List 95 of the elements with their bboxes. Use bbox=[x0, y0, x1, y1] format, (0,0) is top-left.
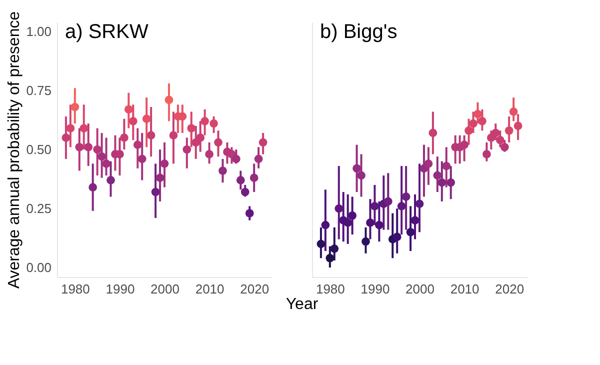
point bbox=[106, 176, 115, 184]
point bbox=[464, 126, 473, 135]
x-tick-label: 1980 bbox=[316, 282, 345, 296]
x-tick-label: 1990 bbox=[360, 282, 390, 296]
point bbox=[124, 105, 133, 114]
point bbox=[392, 232, 402, 242]
point bbox=[415, 200, 424, 208]
point bbox=[128, 116, 138, 126]
point bbox=[102, 159, 110, 168]
y-tick-label: 0.75 bbox=[26, 82, 52, 98]
point bbox=[66, 124, 75, 132]
point bbox=[446, 178, 456, 187]
point bbox=[88, 183, 98, 192]
point bbox=[245, 209, 254, 218]
point bbox=[357, 171, 366, 180]
point bbox=[182, 145, 192, 154]
x-tick-label: 2020 bbox=[495, 282, 524, 296]
y-tick-label: 1.00 bbox=[26, 24, 52, 39]
point bbox=[138, 154, 146, 164]
y-tick-label: 0.00 bbox=[26, 260, 52, 276]
point bbox=[469, 119, 478, 128]
point bbox=[93, 145, 102, 154]
y-tick-label: 0.25 bbox=[26, 201, 52, 216]
x-tick-label: 2010 bbox=[195, 282, 224, 296]
point bbox=[316, 240, 326, 248]
point bbox=[460, 140, 468, 149]
point bbox=[218, 166, 227, 175]
point bbox=[80, 124, 88, 132]
point bbox=[98, 152, 106, 161]
point bbox=[187, 124, 196, 132]
point bbox=[509, 108, 518, 116]
point bbox=[254, 154, 263, 164]
point bbox=[375, 220, 384, 230]
point bbox=[496, 136, 504, 144]
point bbox=[321, 220, 330, 230]
x-tick-label: 2020 bbox=[240, 282, 270, 296]
point bbox=[478, 116, 486, 126]
point bbox=[326, 254, 334, 262]
point bbox=[504, 126, 514, 135]
point bbox=[433, 171, 442, 180]
point bbox=[442, 162, 451, 170]
point bbox=[344, 218, 352, 227]
point bbox=[334, 204, 344, 213]
point bbox=[196, 134, 205, 142]
point bbox=[133, 140, 142, 149]
point bbox=[384, 197, 392, 206]
point bbox=[160, 159, 169, 168]
point bbox=[142, 114, 151, 123]
point bbox=[482, 150, 491, 158]
chart-title: b) Bigg's bbox=[320, 21, 398, 43]
point bbox=[169, 131, 178, 140]
point bbox=[491, 128, 500, 138]
point bbox=[214, 138, 222, 147]
point bbox=[366, 218, 374, 227]
point bbox=[362, 237, 370, 246]
x-tick-label: 2000 bbox=[406, 282, 434, 296]
point bbox=[438, 178, 446, 187]
point bbox=[146, 131, 156, 140]
point bbox=[424, 159, 433, 168]
point bbox=[428, 128, 438, 138]
point bbox=[240, 188, 250, 196]
x-tick-label: 2010 bbox=[450, 282, 480, 296]
point bbox=[500, 142, 509, 152]
point bbox=[402, 192, 410, 201]
point bbox=[205, 150, 214, 158]
point bbox=[258, 138, 268, 147]
point bbox=[352, 164, 361, 173]
y-tick-label: 0.50 bbox=[26, 142, 52, 157]
x-tick-label: 2000 bbox=[150, 282, 180, 296]
x-axis-title: Year bbox=[286, 296, 319, 313]
point bbox=[200, 116, 209, 126]
point bbox=[474, 110, 482, 118]
point bbox=[348, 211, 356, 220]
point bbox=[330, 244, 339, 253]
point bbox=[75, 142, 84, 152]
point bbox=[210, 119, 218, 128]
point bbox=[406, 228, 415, 236]
point bbox=[370, 202, 379, 210]
point bbox=[164, 96, 174, 104]
chart-title: a) SRKW bbox=[65, 21, 148, 43]
point bbox=[120, 134, 128, 142]
y-axis-title: Average annual probability of presence bbox=[6, 11, 24, 289]
point bbox=[250, 174, 258, 182]
point bbox=[62, 134, 70, 142]
point bbox=[84, 142, 93, 152]
point bbox=[410, 216, 420, 225]
point bbox=[232, 154, 240, 164]
point bbox=[156, 174, 164, 182]
point bbox=[514, 122, 522, 130]
point bbox=[151, 188, 160, 196]
point bbox=[70, 102, 80, 112]
point bbox=[397, 202, 406, 210]
x-tick-label: 1980 bbox=[60, 282, 90, 296]
x-tick-label: 1990 bbox=[106, 282, 135, 296]
point bbox=[236, 176, 245, 184]
